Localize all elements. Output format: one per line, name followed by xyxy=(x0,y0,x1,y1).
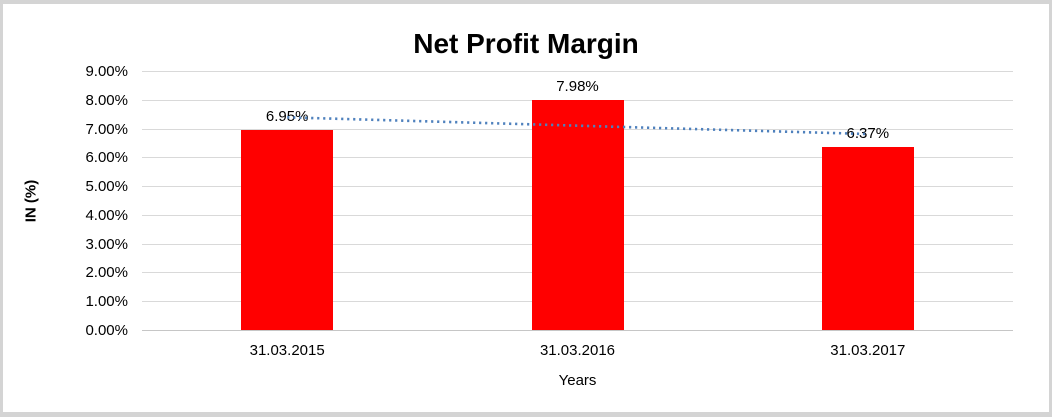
y-tick-label: 2.00% xyxy=(85,264,128,282)
x-axis-title: Years xyxy=(558,372,597,389)
x-tick-31.03.2016: 31.03.2016 xyxy=(539,342,616,359)
bar-31.03.2017 xyxy=(821,146,914,330)
data-label-31.03.2017: 6.37% xyxy=(846,124,890,142)
bar-31.03.2016 xyxy=(531,100,624,330)
plot-area: 6.95% 7.98% 6.37% xyxy=(142,71,1013,331)
y-tick-label: 4.00% xyxy=(85,206,128,224)
y-tick-label: 7.00% xyxy=(85,120,128,138)
y-tick-label: 1.00% xyxy=(85,293,128,311)
gridline-8.00% xyxy=(142,99,1013,101)
data-label-31.03.2016: 7.98% xyxy=(556,78,599,96)
chart-title: Net Profit Margin xyxy=(413,28,639,59)
data-label-31.03.2015: 6.95% xyxy=(265,107,309,125)
gridline-0.00% xyxy=(142,330,1013,331)
y-axis-title-text: IN (%) xyxy=(22,179,40,222)
y-tick-label: 8.00% xyxy=(85,91,128,109)
y-tick-label: 6.00% xyxy=(85,149,128,167)
y-tick-label: 5.00% xyxy=(85,178,128,196)
bar-31.03.2015 xyxy=(241,129,334,330)
x-tick-31.03.2015: 31.03.2015 xyxy=(249,342,325,359)
y-tick-label: 9.00% xyxy=(85,63,128,80)
y-tick-label: 3.00% xyxy=(85,235,128,253)
y-tick-label: 0.00% xyxy=(85,322,128,339)
x-tick-31.03.2017: 31.03.2017 xyxy=(830,342,906,359)
gridline-9.00% xyxy=(142,71,1013,72)
